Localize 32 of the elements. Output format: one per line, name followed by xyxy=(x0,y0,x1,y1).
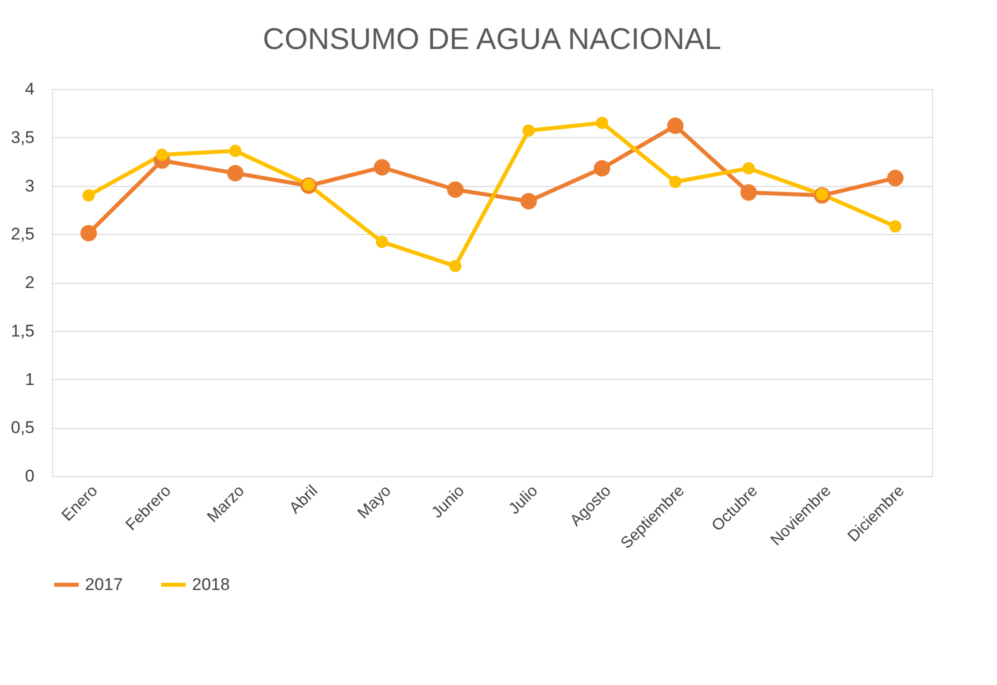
point xyxy=(374,159,390,176)
point xyxy=(594,160,610,177)
chart-title: CONSUMO DE AGUA NACIONAL xyxy=(262,23,722,56)
point xyxy=(887,170,904,186)
point xyxy=(82,189,95,202)
point xyxy=(669,176,682,188)
y-tick-label: 3,5 xyxy=(10,128,34,147)
point xyxy=(889,220,902,232)
point xyxy=(227,164,244,182)
point xyxy=(447,181,464,198)
point xyxy=(80,224,97,242)
y-tick-label: 4 xyxy=(25,80,34,98)
y-tick-label: 1 xyxy=(25,370,34,389)
point xyxy=(740,184,757,201)
y-tick-label: 2,5 xyxy=(10,224,34,244)
point xyxy=(376,236,388,248)
legend-label: 2018 xyxy=(192,574,230,594)
y-tick-label: 0,5 xyxy=(10,418,34,438)
x-tick-label: Julio xyxy=(506,482,542,518)
point xyxy=(522,124,535,137)
y-tick-label: 2 xyxy=(25,273,34,292)
point xyxy=(449,260,462,272)
point xyxy=(156,148,168,161)
y-tick-label: 3 xyxy=(25,176,34,196)
y-tick-label: 1,5 xyxy=(10,321,34,340)
point xyxy=(742,162,755,174)
y-tick-label: 0 xyxy=(25,466,34,486)
legend-label: 2017 xyxy=(85,574,123,594)
point xyxy=(520,193,537,210)
point xyxy=(596,116,608,129)
point xyxy=(229,144,242,158)
point xyxy=(667,118,684,134)
